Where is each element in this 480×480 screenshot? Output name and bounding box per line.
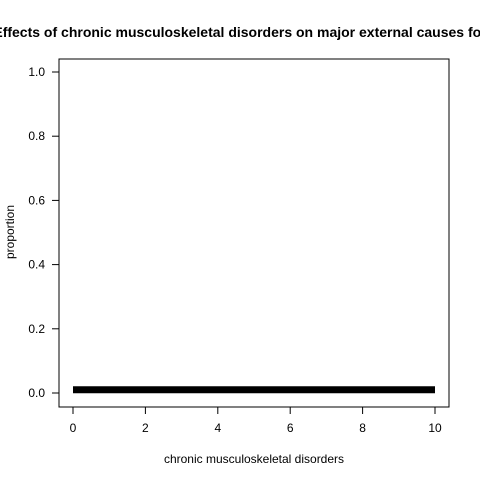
y-tick-label: 0.0 (28, 386, 45, 400)
x-axis-label: chronic musculoskeletal disorders (164, 452, 344, 466)
y-tick-label: 0.6 (28, 193, 45, 207)
x-tick-label: 8 (359, 421, 366, 435)
x-tick-label: 4 (214, 421, 221, 435)
y-axis: 0.0 0.2 0.4 0.6 0.8 1.0 (28, 65, 59, 400)
y-tick-label: 0.8 (28, 129, 45, 143)
y-axis-label: proportion (3, 205, 17, 259)
plot-frame (58, 58, 450, 408)
x-tick-label: 2 (142, 421, 149, 435)
x-tick-label: 6 (287, 421, 294, 435)
y-tick-label: 1.0 (28, 65, 45, 79)
x-axis: 0 2 4 6 8 10 (70, 407, 442, 435)
x-tick-label: 10 (428, 421, 442, 435)
y-tick-label: 0.4 (28, 258, 45, 272)
chart-title: Effects of chronic musculoskeletal disor… (0, 24, 480, 40)
x-tick-label: 0 (70, 421, 77, 435)
y-tick-label: 0.2 (28, 322, 45, 336)
